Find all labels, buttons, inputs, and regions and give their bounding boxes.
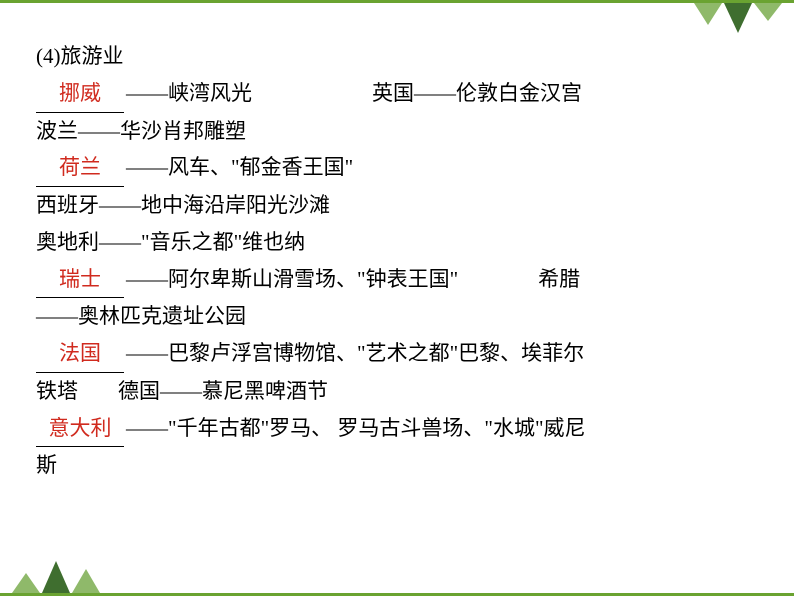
tree-icon <box>724 3 752 33</box>
line-3: 荷兰 ——风车、"郁金香王国" <box>36 149 744 187</box>
fill-1: 挪威 <box>59 81 101 105</box>
tree-icon <box>72 569 100 593</box>
bottom-trees-decoration <box>12 561 100 593</box>
text-1b: 英国——伦敦白金汉宫 <box>372 81 582 105</box>
line-1: 挪威 ——峡湾风光 英国——伦敦白金汉宫 <box>36 75 744 113</box>
line-6: 瑞士 ——阿尔卑斯山滑雪场、"钟表王国" 希腊 <box>36 261 744 299</box>
line-7: ——奥林匹克遗址公园 <box>36 298 744 335</box>
fill-4: 法国 <box>59 341 101 365</box>
blank-5: 意大利 <box>36 410 124 448</box>
line-11: 斯 <box>36 447 744 484</box>
heading: (4)旅游业 <box>36 38 744 75</box>
text-9b: 德国——慕尼黑啤酒节 <box>118 379 328 403</box>
blank-4: 法国 <box>36 335 124 373</box>
fill-2: 荷兰 <box>59 155 101 179</box>
line-8: 法国 ——巴黎卢浮宫博物馆、"艺术之都"巴黎、埃菲尔 <box>36 335 744 373</box>
slide-content: (4)旅游业 挪威 ——峡湾风光 英国——伦敦白金汉宫 波兰——华沙肖邦雕塑 荷兰 —… <box>36 38 744 484</box>
tree-icon <box>12 573 40 593</box>
line-4: 西班牙——地中海沿岸阳光沙滩 <box>36 187 744 224</box>
line-9: 铁塔 德国——慕尼黑啤酒节 <box>36 373 744 410</box>
text-10a: ——"千年古都"罗马、 罗马古斗兽场、"水城"威尼 <box>126 416 586 440</box>
text-1a: ——峡湾风光 <box>126 81 252 105</box>
fill-5: 意大利 <box>49 416 112 440</box>
text-6b: 希腊 <box>538 267 580 291</box>
text-8a: ——巴黎卢浮宫博物馆、"艺术之都"巴黎、埃菲尔 <box>126 341 584 365</box>
tree-icon <box>754 3 782 21</box>
blank-3: 瑞士 <box>36 261 124 299</box>
top-trees-decoration <box>694 3 782 33</box>
blank-1: 挪威 <box>36 75 124 113</box>
line-10: 意大利 ——"千年古都"罗马、 罗马古斗兽场、"水城"威尼 <box>36 410 744 448</box>
text-9a: 铁塔 <box>36 379 78 403</box>
text-6a: ——阿尔卑斯山滑雪场、"钟表王国" <box>126 267 458 291</box>
top-border <box>0 0 794 3</box>
line-2: 波兰——华沙肖邦雕塑 <box>36 113 744 150</box>
line-5: 奥地利——"音乐之都"维也纳 <box>36 224 744 261</box>
tree-icon <box>694 3 722 25</box>
blank-2: 荷兰 <box>36 149 124 187</box>
tree-icon <box>42 561 70 593</box>
text-3: ——风车、"郁金香王国" <box>126 155 353 179</box>
fill-3: 瑞士 <box>59 267 101 291</box>
